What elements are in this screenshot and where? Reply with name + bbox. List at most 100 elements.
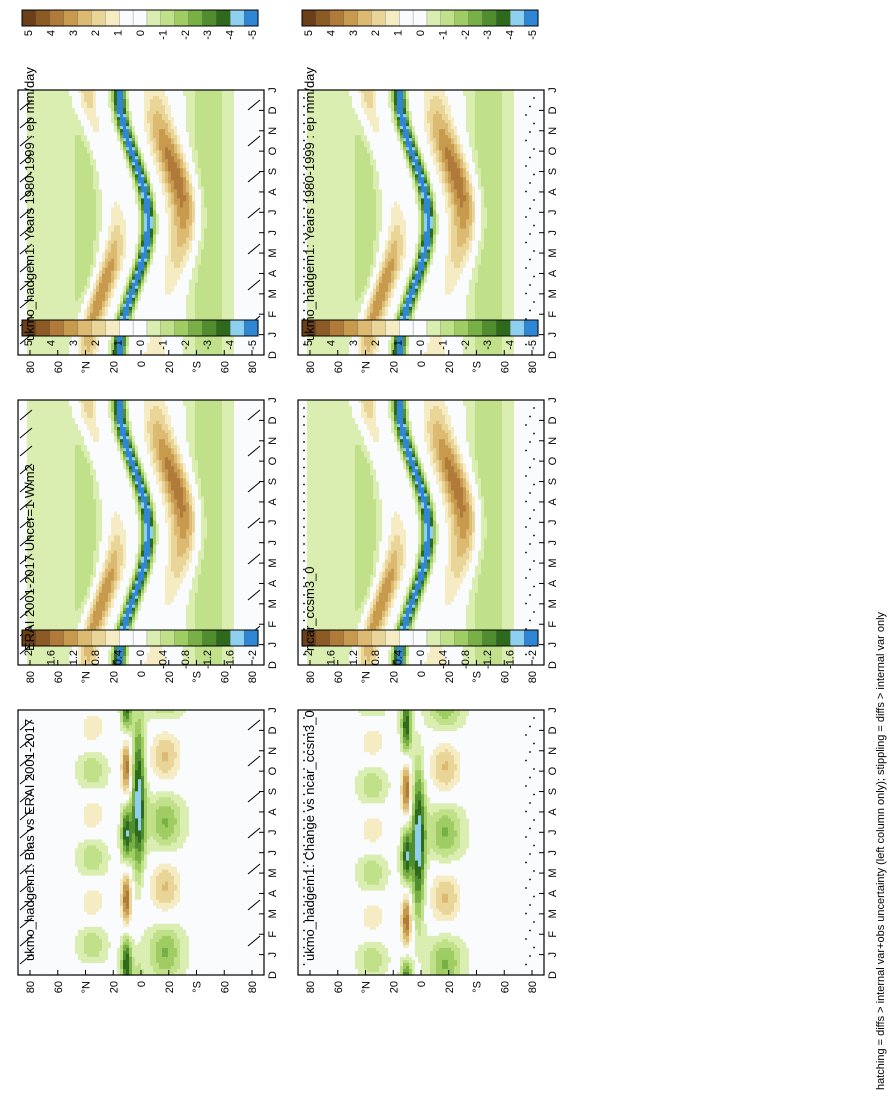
heatmap-cell — [36, 180, 40, 184]
heatmap-cell — [30, 219, 34, 224]
heatmap-cell — [24, 192, 28, 196]
heatmap-cell — [33, 132, 37, 136]
heatmap-cell — [30, 351, 34, 356]
heatmap-cell — [51, 114, 55, 118]
heatmap-cell — [42, 108, 46, 112]
heatmap-cell — [63, 138, 67, 142]
heatmap-cell — [27, 342, 31, 347]
heatmap-cell — [48, 270, 52, 275]
heatmap-cell — [57, 291, 61, 296]
heatmap-cell — [39, 282, 43, 287]
heatmap-cell — [45, 216, 49, 221]
heatmap-cell — [21, 102, 25, 106]
heatmap-cell — [30, 288, 34, 293]
heatmap-cell — [54, 114, 58, 118]
heatmap-cell — [51, 96, 55, 100]
heatmap-cell — [33, 252, 37, 257]
heatmap-cell — [30, 264, 34, 269]
heatmap-cell — [36, 204, 40, 209]
heatmap-cell — [21, 336, 25, 341]
heatmap-cell — [30, 222, 34, 227]
heatmap-cell — [42, 291, 46, 296]
heatmap-cell — [57, 246, 61, 251]
heatmap-cell — [18, 90, 22, 94]
heatmap-cell — [21, 234, 25, 239]
heatmap-cell — [36, 183, 40, 187]
heatmap-cell — [30, 312, 34, 317]
heatmap-cell — [21, 291, 25, 296]
heatmap-cell — [30, 117, 34, 121]
heatmap-cell — [24, 294, 28, 299]
heatmap-cell — [24, 312, 28, 317]
heatmap-cell — [18, 279, 22, 284]
heatmap-cell — [48, 120, 52, 124]
heatmap-cell — [45, 228, 49, 233]
heatmap-cell — [51, 234, 55, 239]
heatmap-cell — [57, 102, 61, 106]
heatmap-cell — [51, 138, 55, 142]
heatmap-cell — [21, 273, 25, 278]
heatmap-cell — [54, 222, 58, 227]
heatmap-cell — [18, 327, 22, 332]
heatmap-cell — [39, 345, 43, 350]
heatmap-cell — [18, 336, 22, 341]
heatmap-cell — [57, 219, 61, 224]
heatmap-cell — [30, 150, 34, 154]
heatmap-cell — [24, 255, 28, 260]
heatmap-cell — [57, 123, 61, 127]
heatmap-cell — [42, 153, 46, 157]
heatmap-cell — [33, 195, 37, 200]
heatmap-cell — [27, 249, 31, 254]
heatmap-cell — [33, 336, 37, 341]
heatmap-cell — [18, 297, 22, 302]
heatmap-cell — [57, 138, 61, 142]
heatmap-cell — [45, 213, 49, 218]
heatmap-cell — [36, 219, 40, 224]
heatmap-cell — [18, 300, 22, 305]
heatmap-cell — [54, 255, 58, 260]
heatmap-cell — [33, 264, 37, 269]
heatmap-cell — [51, 177, 55, 181]
heatmap-cell — [57, 111, 61, 115]
heatmap-cell — [30, 249, 34, 254]
heatmap-cell — [24, 309, 28, 314]
heatmap-cell — [57, 180, 61, 184]
heatmap-cell — [24, 228, 28, 233]
heatmap-cell — [39, 216, 43, 221]
heatmap-cell — [42, 102, 46, 106]
heatmap-cell — [27, 153, 31, 157]
heatmap-cell — [24, 123, 28, 127]
heatmap-cell — [27, 99, 31, 103]
heatmap-cell — [51, 276, 55, 281]
heatmap-cell — [21, 288, 25, 293]
heatmap-cell — [63, 117, 67, 121]
heatmap-cell — [30, 216, 34, 221]
heatmap-cell — [39, 219, 43, 224]
heatmap-cell — [30, 93, 34, 97]
heatmap-cell — [42, 156, 46, 160]
heatmap-cell — [42, 135, 46, 139]
heatmap-cell — [54, 297, 58, 302]
heatmap-cell — [60, 219, 64, 224]
heatmap-cell — [33, 198, 37, 203]
heatmap-cell — [51, 213, 55, 218]
heatmap-cell — [54, 159, 58, 163]
heatmap-cell — [18, 171, 22, 175]
heatmap-cell — [45, 207, 49, 212]
heatmap-cell — [27, 108, 31, 112]
heatmap-cell — [54, 279, 58, 284]
heatmap-cell — [30, 90, 34, 94]
heatmap-cell — [33, 150, 37, 154]
heatmap-cell — [36, 111, 40, 115]
heatmap-cell — [36, 246, 40, 251]
heatmap-cell — [42, 288, 46, 293]
heatmap-cell — [57, 240, 61, 245]
heatmap-cell — [36, 297, 40, 302]
heatmap-cell — [36, 141, 40, 145]
heatmap-cell — [57, 159, 61, 163]
heatmap-cell — [57, 249, 61, 254]
heatmap-cell — [51, 174, 55, 178]
heatmap-cell — [27, 261, 31, 266]
heatmap-cell — [36, 351, 40, 356]
